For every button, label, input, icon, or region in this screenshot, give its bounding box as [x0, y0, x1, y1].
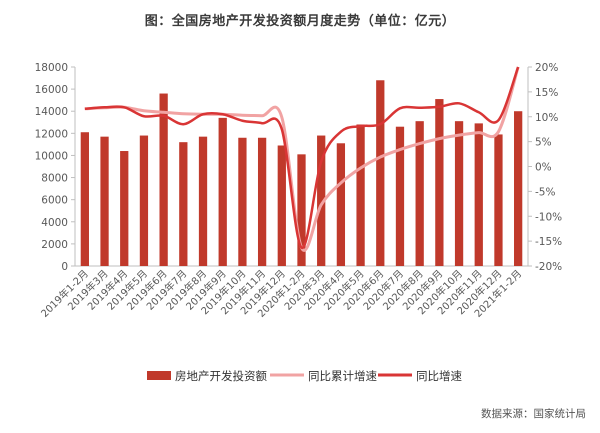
legend-cumulative-label: 同比累计增速: [308, 369, 377, 383]
legend-bar-label: 房地产开发投资额: [175, 369, 267, 383]
bar: [139, 135, 149, 266]
legend-yoy-label: 同比增速: [416, 369, 462, 383]
bar: [277, 145, 286, 266]
y-right-tick-label: 20%: [535, 62, 558, 74]
y-right-tick-label: -10%: [535, 211, 562, 223]
bar: [435, 99, 444, 266]
y-right-tick-label: -20%: [535, 261, 562, 273]
y-right-tick-label: 10%: [535, 112, 558, 124]
y-left-tick-label: 6000: [41, 195, 68, 207]
bar: [317, 135, 326, 266]
bar: [238, 137, 247, 266]
y-left-tick-label: 4000: [41, 217, 68, 229]
y-left-tick-label: 18000: [35, 62, 68, 74]
bar: [297, 154, 306, 266]
chart-title: 图：全国房地产开发投资额月度走势（单位：亿元）: [144, 14, 456, 29]
y-right-tick-label: -15%: [535, 236, 562, 248]
y-right-tick-label: -5%: [535, 186, 555, 198]
y-left-tick-label: 2000: [41, 239, 68, 251]
y-right-tick-label: 15%: [535, 87, 558, 99]
bar: [494, 134, 503, 266]
lines-layer: [84, 66, 520, 252]
y-left-tick-label: 0: [61, 261, 68, 273]
bar: [514, 111, 523, 266]
bar: [336, 143, 346, 266]
bar: [257, 137, 267, 266]
bars-layer: [80, 80, 523, 267]
y-left-tick-label: 14000: [35, 106, 68, 118]
legend: 房地产开发投资额 同比累计增速 同比增速: [147, 369, 462, 383]
bar: [376, 80, 385, 267]
yoy-growth-line: [84, 66, 520, 249]
legend-bar-swatch: [147, 371, 171, 380]
bar: [218, 117, 227, 266]
y-right-tick-label: 0%: [535, 162, 552, 174]
bar: [474, 123, 483, 266]
bar: [179, 142, 188, 266]
y-left-tick-label: 10000: [35, 150, 68, 162]
bar: [356, 124, 365, 266]
y-left-tick-label: 8000: [41, 173, 68, 185]
bar: [120, 151, 129, 266]
source-note: 数据来源：国家统计局: [481, 408, 586, 420]
y-left-tick-label: 16000: [35, 84, 68, 96]
bar: [100, 136, 109, 266]
bar: [80, 132, 89, 266]
bar: [395, 126, 405, 266]
bar: [159, 93, 168, 267]
bar: [198, 136, 208, 266]
bar: [454, 121, 464, 266]
bar: [415, 121, 424, 266]
y-left-tick-label: 12000: [35, 128, 68, 140]
y-right-tick-label: 5%: [535, 137, 552, 149]
